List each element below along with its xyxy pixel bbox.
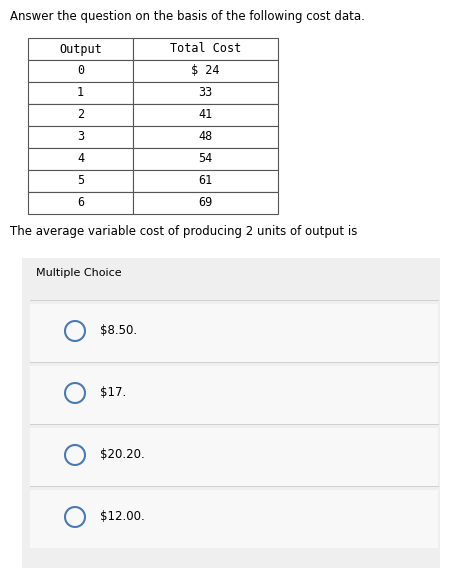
Text: 2: 2 bbox=[77, 108, 84, 122]
Bar bbox=[28, 104, 133, 126]
Bar bbox=[30, 428, 438, 486]
Text: 41: 41 bbox=[198, 108, 212, 122]
Text: 61: 61 bbox=[198, 174, 212, 188]
Text: 0: 0 bbox=[77, 65, 84, 77]
Bar bbox=[133, 38, 278, 60]
Text: 48: 48 bbox=[198, 130, 212, 144]
Text: Output: Output bbox=[59, 43, 102, 55]
Text: Answer the question on the basis of the following cost data.: Answer the question on the basis of the … bbox=[10, 10, 365, 23]
Text: 3: 3 bbox=[77, 130, 84, 144]
Bar bbox=[133, 82, 278, 104]
Bar bbox=[22, 258, 440, 568]
Bar bbox=[133, 104, 278, 126]
Text: 1: 1 bbox=[77, 87, 84, 99]
Text: 33: 33 bbox=[198, 87, 212, 99]
Bar bbox=[28, 60, 133, 82]
Text: $ 24: $ 24 bbox=[191, 65, 220, 77]
Bar bbox=[133, 148, 278, 170]
Bar bbox=[30, 366, 438, 424]
Bar bbox=[133, 126, 278, 148]
Text: The average variable cost of producing 2 units of output is: The average variable cost of producing 2… bbox=[10, 225, 357, 238]
Text: $17.: $17. bbox=[100, 387, 126, 399]
Bar bbox=[133, 192, 278, 214]
Text: Total Cost: Total Cost bbox=[170, 43, 241, 55]
Bar bbox=[28, 148, 133, 170]
Text: 54: 54 bbox=[198, 152, 212, 166]
Text: $20.20.: $20.20. bbox=[100, 448, 145, 462]
Bar bbox=[30, 304, 438, 362]
Text: 5: 5 bbox=[77, 174, 84, 188]
Bar bbox=[28, 82, 133, 104]
Bar bbox=[28, 126, 133, 148]
Text: 69: 69 bbox=[198, 197, 212, 209]
Bar bbox=[28, 192, 133, 214]
Bar bbox=[28, 170, 133, 192]
Text: 6: 6 bbox=[77, 197, 84, 209]
Bar bbox=[133, 60, 278, 82]
Bar bbox=[133, 170, 278, 192]
Bar bbox=[30, 490, 438, 548]
Text: Multiple Choice: Multiple Choice bbox=[36, 268, 121, 278]
Bar bbox=[28, 38, 133, 60]
Text: 4: 4 bbox=[77, 152, 84, 166]
Text: $8.50.: $8.50. bbox=[100, 324, 137, 338]
Text: $12.00.: $12.00. bbox=[100, 511, 145, 523]
